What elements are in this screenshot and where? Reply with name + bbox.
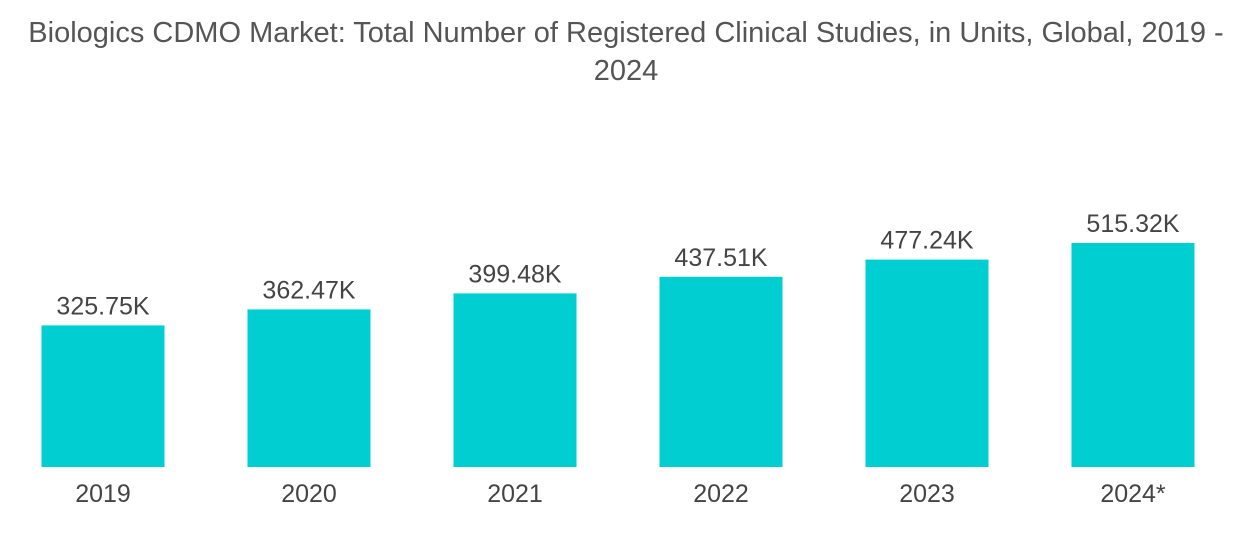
bar-2023 (865, 259, 989, 467)
x-tick-label-2024: 2024* (1100, 480, 1166, 508)
x-tick-label-2020: 2020 (281, 480, 337, 508)
bar-2019 (41, 325, 165, 467)
x-tick-label-2023: 2023 (899, 480, 955, 508)
x-tick-label-2019: 2019 (75, 480, 131, 508)
x-tick-label-2021: 2021 (487, 480, 543, 508)
bar-2021 (453, 293, 577, 467)
data-label-2021: 399.48K (468, 260, 561, 288)
data-label-2020: 362.47K (262, 276, 355, 304)
data-label-2022: 437.51K (674, 244, 767, 272)
data-label-2024: 515.32K (1086, 210, 1179, 238)
data-label-2023: 477.24K (880, 227, 973, 255)
data-label-2019: 325.75K (56, 292, 149, 320)
bar-2024 (1071, 243, 1195, 467)
bar-2022 (659, 276, 783, 467)
chart-title: Biologics CDMO Market: Total Number of R… (28, 17, 1224, 87)
x-tick-label-2022: 2022 (693, 480, 749, 508)
bar-2020 (247, 309, 371, 467)
